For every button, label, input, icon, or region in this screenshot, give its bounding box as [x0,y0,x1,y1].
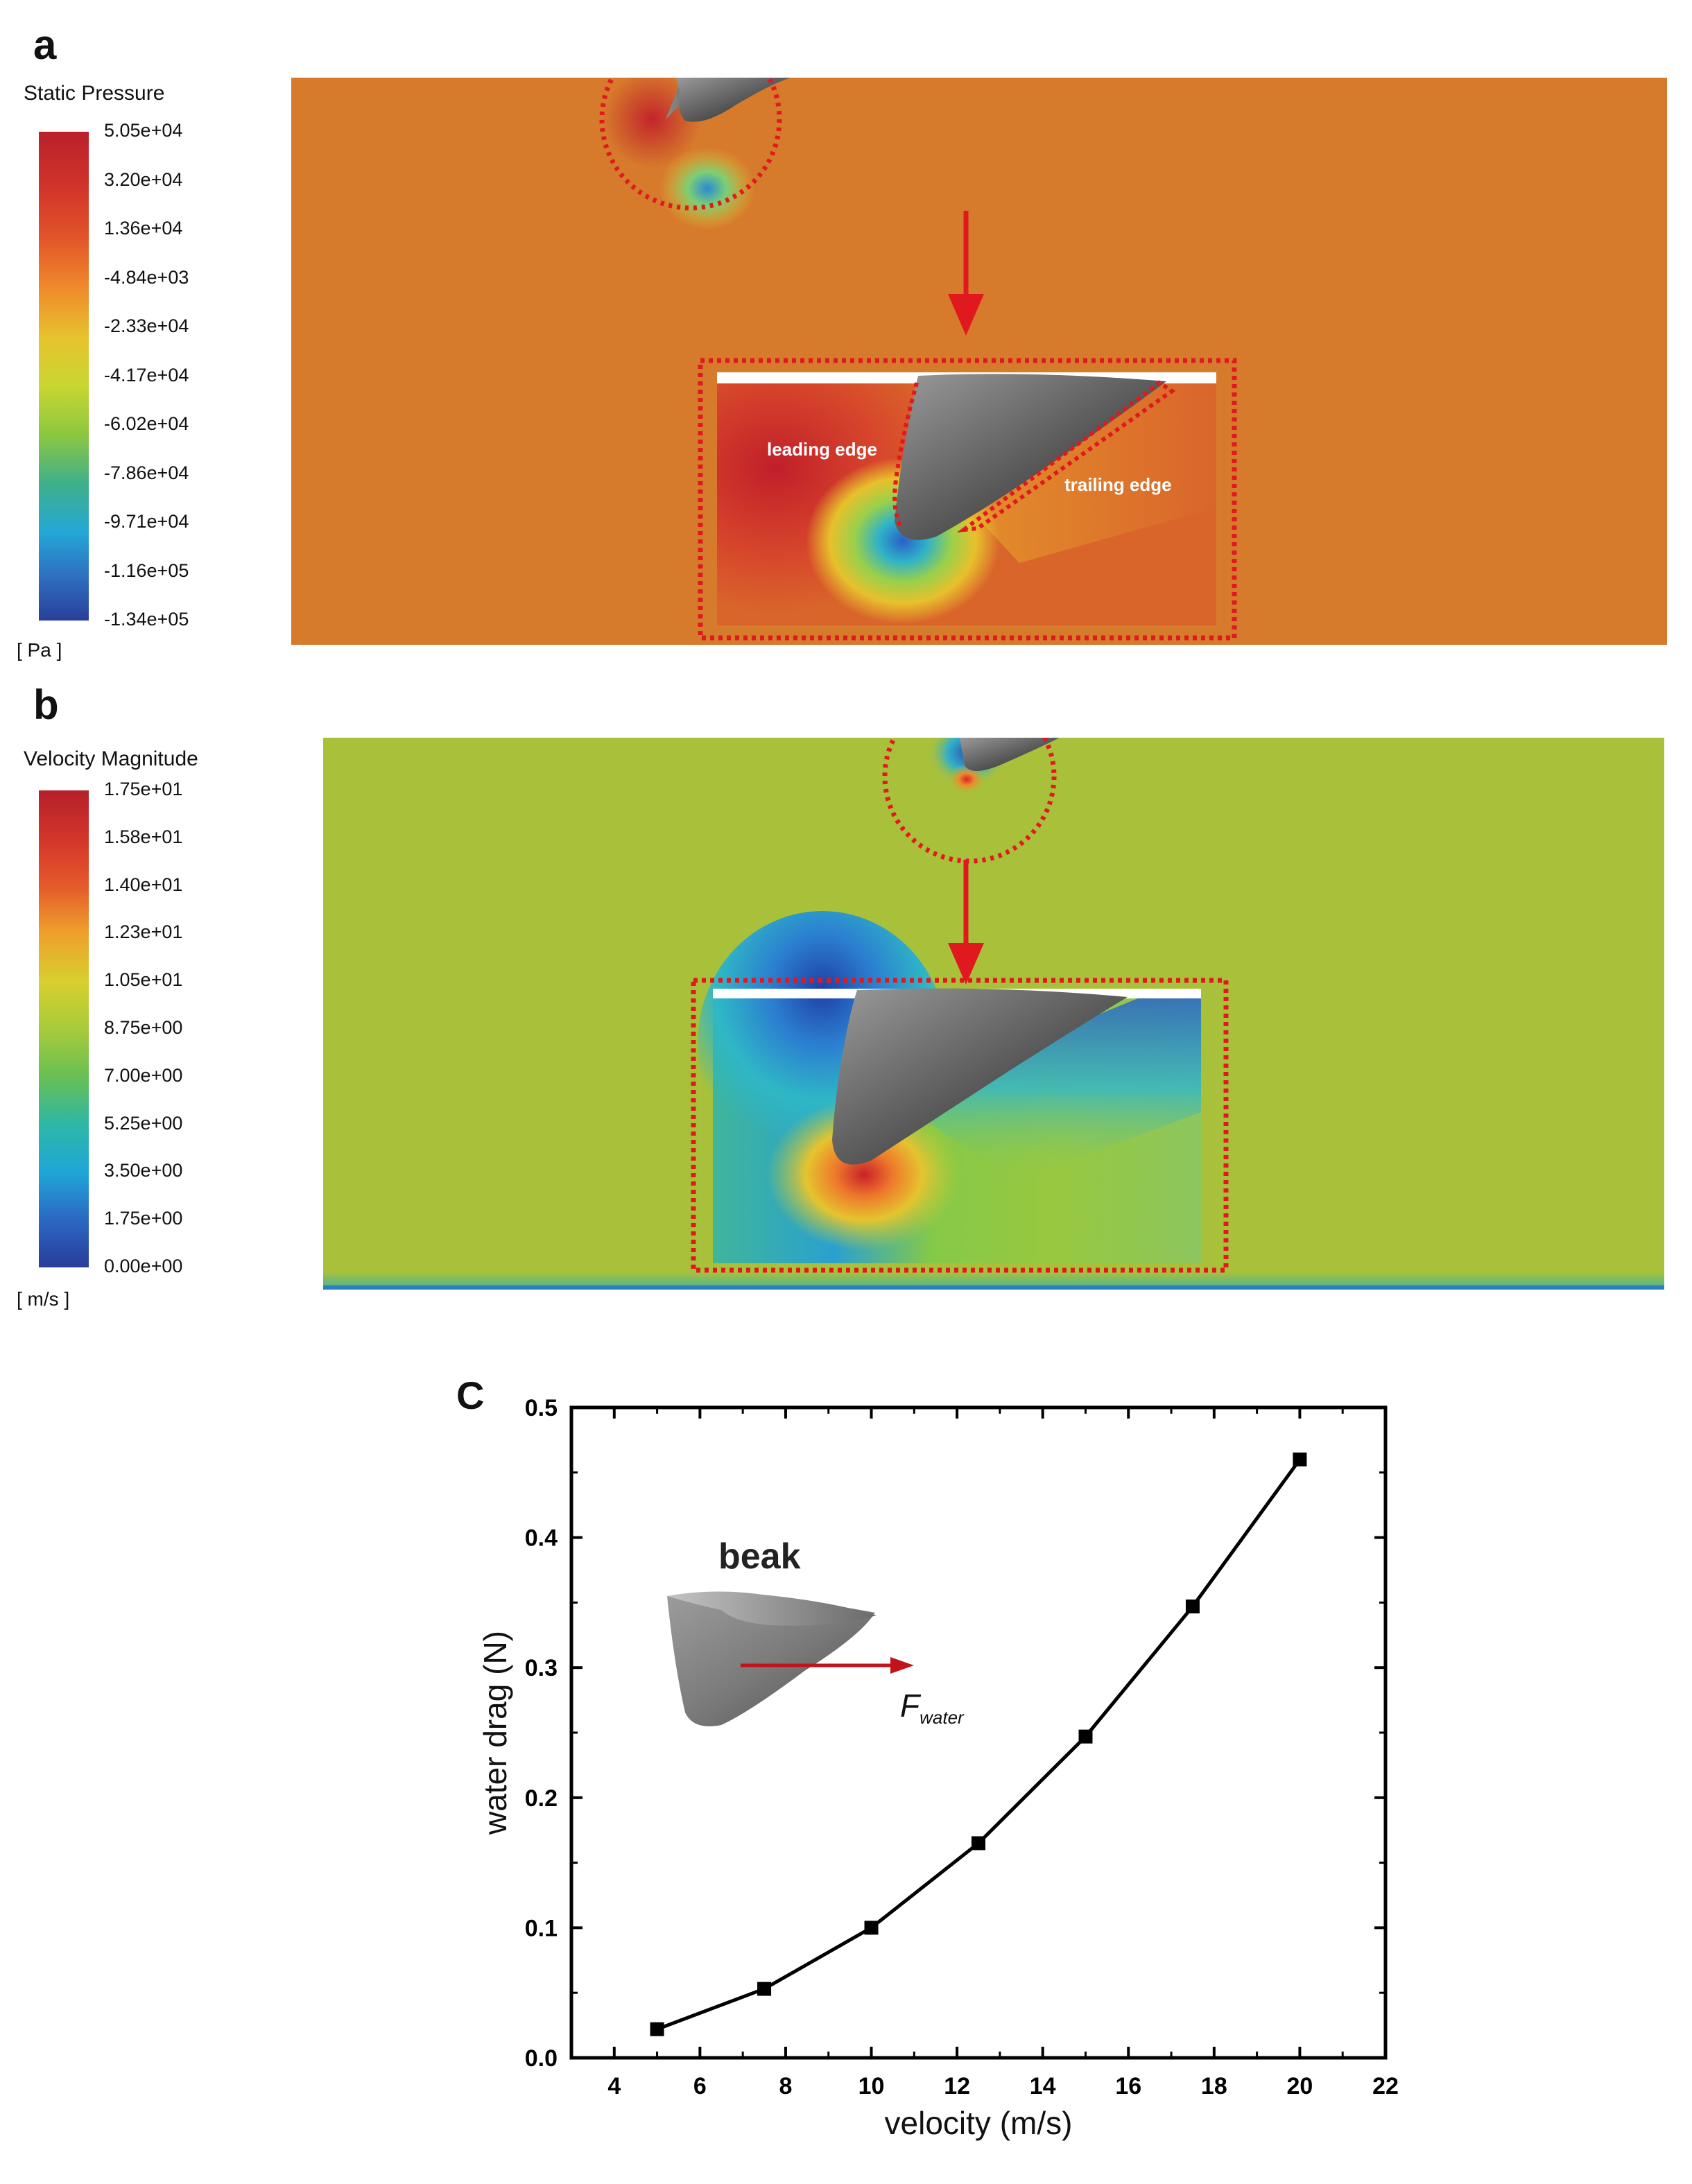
beak-inset: beak Fwater [667,1536,965,1728]
pressure-colorbar-tick-label: 5.05e+04 [104,120,183,141]
velocity-colorbar-tick-label: 1.40e+01 [104,874,183,895]
panel-a-units: [ Pa ] [17,639,62,661]
y-tick-label: 0.1 [525,1915,558,1941]
pressure-colorbar-tick-label: -1.16e+05 [104,560,189,581]
panel-b-units: [ m/s ] [17,1288,70,1310]
data-point [1293,1453,1307,1467]
panel-a-colorbar-title: Static Pressure [24,82,165,105]
y-axis-label: water drag (N) [477,1631,513,1835]
force-label-main: F [900,1688,922,1724]
x-tick-label: 4 [607,2073,621,2099]
x-axis-label: velocity (m/s) [885,2105,1073,2141]
velocity-inset-frame [691,978,1229,1273]
pressure-inset-frame [698,358,1237,641]
data-point [864,1921,879,1935]
y-tick-label: 0.0 [525,2045,558,2072]
velocity-colorbar-tick-label: 3.50e+00 [104,1160,183,1181]
leading-edge-label: leading edge [767,439,877,460]
pressure-colorbar-tick-label: -1.34e+05 [104,609,189,630]
velocity-colorbar-tick-label: 8.75e+00 [104,1017,183,1038]
panel-b-label: b [33,682,59,728]
data-point [972,1836,985,1851]
panel-a-label: a [33,21,57,68]
velocity-colorbar-tick-label: 1.75e+01 [104,779,183,799]
panel-c-label: C [456,1373,485,1417]
pressure-colorbar-tick-label: 3.20e+04 [104,168,183,190]
velocity-colorbar-tick-label: 1.75e+00 [104,1208,183,1229]
data-point [1185,1600,1200,1614]
pressure-colorbar-tick-label: -9.71e+04 [104,511,189,532]
trailing-edge-label: trailing edge [1064,474,1172,495]
beak-inset-title: beak [718,1536,801,1577]
x-tick-label: 20 [1287,2073,1313,2099]
x-tick-label: 10 [858,2073,885,2099]
pressure-colorbar-tick-label: -2.33e+04 [104,315,189,336]
data-point [757,1982,772,1996]
data-point [1078,1729,1093,1744]
velocity-inset [691,911,1229,1273]
x-tick-label: 22 [1372,2073,1399,2099]
x-tick-label: 14 [1030,2073,1056,2099]
x-tick-label: 8 [779,2073,792,2099]
pressure-colorbar-tick-label: -4.17e+04 [104,364,189,385]
velocity-field-plot [323,738,1664,1290]
force-label: Fwater [900,1688,965,1728]
y-tick-label: 0.2 [525,1785,558,1812]
velocity-colorbar-tick-label: 1.05e+01 [104,969,183,991]
x-tick-label: 16 [1115,2073,1141,2099]
velocity-colorbar-tick-label: 1.58e+01 [104,826,183,847]
velocity-colorbar [39,790,89,1267]
y-tick-label: 0.4 [525,1525,558,1552]
pressure-field-plot: leading edge trailing edge [291,78,1667,645]
x-tick-label: 18 [1201,2073,1227,2099]
pressure-colorbar-tick-label: -6.02e+04 [104,413,189,434]
y-tick-label: 0.5 [525,1395,558,1421]
pressure-inset: leading edge trailing edge [698,358,1237,641]
velocity-colorbar-tick-label: 5.25e+00 [104,1112,183,1134]
panel-b-colorbar-title: Velocity Magnitude [24,747,198,770]
velocity-colorbar-tick-label: 0.00e+00 [104,1256,183,1276]
pressure-colorbar [39,132,89,621]
data-point [650,2022,664,2036]
pressure-colorbar-tick-label: -7.86e+04 [104,462,189,483]
plot-frame [569,1405,1388,2060]
pressure-colorbar-tick-label: -4.84e+03 [104,266,189,288]
force-label-sub: water [920,1707,965,1728]
x-tick-label: 12 [944,2073,970,2099]
pressure-colorbar-tick-label: 1.36e+04 [104,218,183,239]
velocity-colorbar-tick-label: 1.23e+01 [104,921,183,943]
x-tick-label: 6 [693,2073,707,2099]
y-tick-label: 0.3 [525,1655,558,1681]
velocity-colorbar-tick-label: 7.00e+00 [104,1064,183,1086]
